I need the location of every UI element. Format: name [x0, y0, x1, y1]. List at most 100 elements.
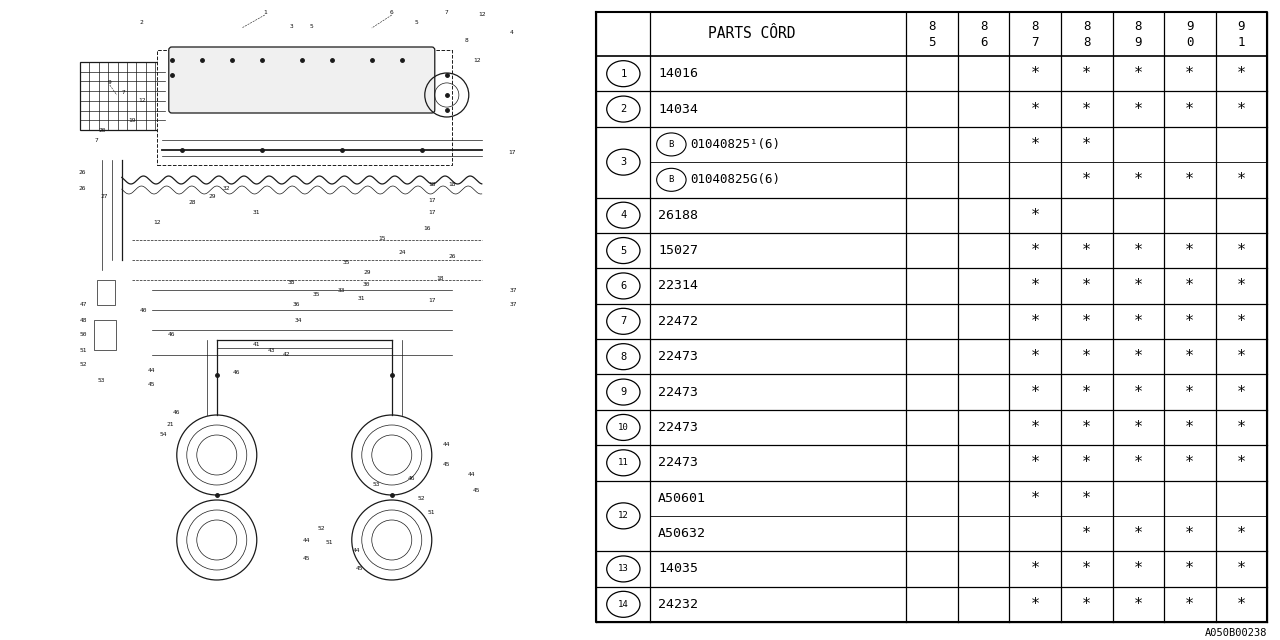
Text: 54: 54	[160, 433, 168, 438]
Text: *: *	[1185, 597, 1194, 612]
Text: *: *	[1030, 278, 1039, 293]
Bar	[79, 62, 165, 130]
Text: 51: 51	[81, 348, 87, 353]
FancyBboxPatch shape	[169, 47, 435, 113]
Text: 40: 40	[140, 307, 147, 312]
Text: 14: 14	[618, 600, 628, 609]
Text: *: *	[1030, 597, 1039, 612]
Text: 53: 53	[99, 378, 105, 383]
Text: 5: 5	[415, 19, 419, 24]
Text: 10: 10	[618, 423, 628, 432]
Text: 11: 11	[618, 458, 628, 467]
Text: *: *	[1030, 491, 1039, 506]
Text: 4: 4	[621, 210, 626, 220]
Text: 5: 5	[621, 246, 626, 255]
Text: 46: 46	[173, 410, 180, 415]
Text: 14034: 14034	[658, 102, 698, 116]
Text: *: *	[1030, 314, 1039, 329]
Text: 44: 44	[303, 538, 311, 543]
Text: *: *	[1134, 526, 1143, 541]
Text: 29: 29	[209, 195, 215, 200]
Text: *: *	[1082, 597, 1092, 612]
Text: 18: 18	[428, 182, 435, 188]
Text: 6: 6	[621, 281, 626, 291]
Text: 53: 53	[372, 483, 380, 488]
Text: 50: 50	[81, 333, 87, 337]
Text: 8: 8	[1032, 20, 1039, 33]
Text: 17: 17	[428, 198, 435, 202]
Text: 8: 8	[1083, 35, 1091, 49]
Text: 34: 34	[294, 317, 302, 323]
Text: *: *	[1134, 455, 1143, 470]
Text: *: *	[1236, 420, 1245, 435]
Text: *: *	[1236, 597, 1245, 612]
Bar	[97, 280, 115, 305]
Text: *: *	[1185, 349, 1194, 364]
Text: 7: 7	[122, 90, 125, 95]
Text: 22472: 22472	[658, 315, 698, 328]
Text: 3: 3	[621, 157, 626, 167]
Text: 7: 7	[445, 10, 449, 15]
Text: 18: 18	[436, 275, 444, 280]
Text: 44: 44	[443, 442, 451, 447]
Text: 35: 35	[314, 292, 320, 298]
Text: *: *	[1082, 420, 1092, 435]
Text: 22473: 22473	[658, 350, 698, 363]
Text: *: *	[1030, 66, 1039, 81]
Text: 26: 26	[448, 255, 456, 259]
Text: *: *	[1185, 66, 1194, 81]
Text: *: *	[1185, 385, 1194, 399]
Text: 17: 17	[428, 298, 435, 303]
Text: 18: 18	[448, 182, 456, 188]
Text: 1: 1	[1238, 35, 1245, 49]
Text: 7: 7	[95, 138, 99, 143]
Text: 15027: 15027	[658, 244, 698, 257]
Text: 44: 44	[148, 367, 156, 372]
Text: 52: 52	[317, 525, 325, 531]
Text: 12: 12	[154, 220, 160, 225]
Text: 1: 1	[621, 68, 626, 79]
Text: *: *	[1082, 526, 1092, 541]
Text: 42: 42	[283, 353, 291, 358]
Text: 26188: 26188	[658, 209, 698, 221]
Text: 51: 51	[326, 540, 334, 545]
Text: B: B	[668, 140, 675, 149]
Text: A50601: A50601	[658, 492, 707, 505]
Text: *: *	[1030, 349, 1039, 364]
Text: *: *	[1134, 349, 1143, 364]
Text: *: *	[1185, 561, 1194, 577]
Text: 22473: 22473	[658, 421, 698, 434]
Text: *: *	[1030, 243, 1039, 258]
Text: *: *	[1030, 102, 1039, 116]
Text: 26: 26	[78, 186, 86, 191]
Text: 12: 12	[138, 97, 146, 102]
Text: 45: 45	[443, 463, 451, 467]
Bar	[156, 50, 452, 165]
Text: *: *	[1185, 278, 1194, 293]
Text: 17: 17	[508, 150, 516, 156]
Text: *: *	[1082, 455, 1092, 470]
Text: *: *	[1185, 102, 1194, 116]
Text: 21: 21	[166, 422, 174, 428]
Text: 2: 2	[140, 19, 143, 24]
Text: *: *	[1082, 278, 1092, 293]
Text: *: *	[1134, 66, 1143, 81]
Text: *: *	[1134, 385, 1143, 399]
Text: *: *	[1082, 102, 1092, 116]
Text: 43: 43	[268, 348, 275, 353]
Text: *: *	[1134, 314, 1143, 329]
Text: *: *	[1236, 526, 1245, 541]
Text: 7: 7	[1032, 35, 1039, 49]
Text: 31: 31	[358, 296, 366, 301]
Text: *: *	[1082, 561, 1092, 577]
Text: *: *	[1030, 455, 1039, 470]
Text: 8: 8	[1134, 20, 1142, 33]
Text: 36: 36	[293, 303, 301, 307]
Text: 44: 44	[468, 472, 476, 477]
Text: *: *	[1082, 172, 1092, 188]
Text: *: *	[1030, 208, 1039, 223]
Text: *: *	[1082, 385, 1092, 399]
Text: *: *	[1185, 314, 1194, 329]
Text: 8: 8	[465, 38, 468, 42]
Text: 3: 3	[289, 24, 293, 29]
